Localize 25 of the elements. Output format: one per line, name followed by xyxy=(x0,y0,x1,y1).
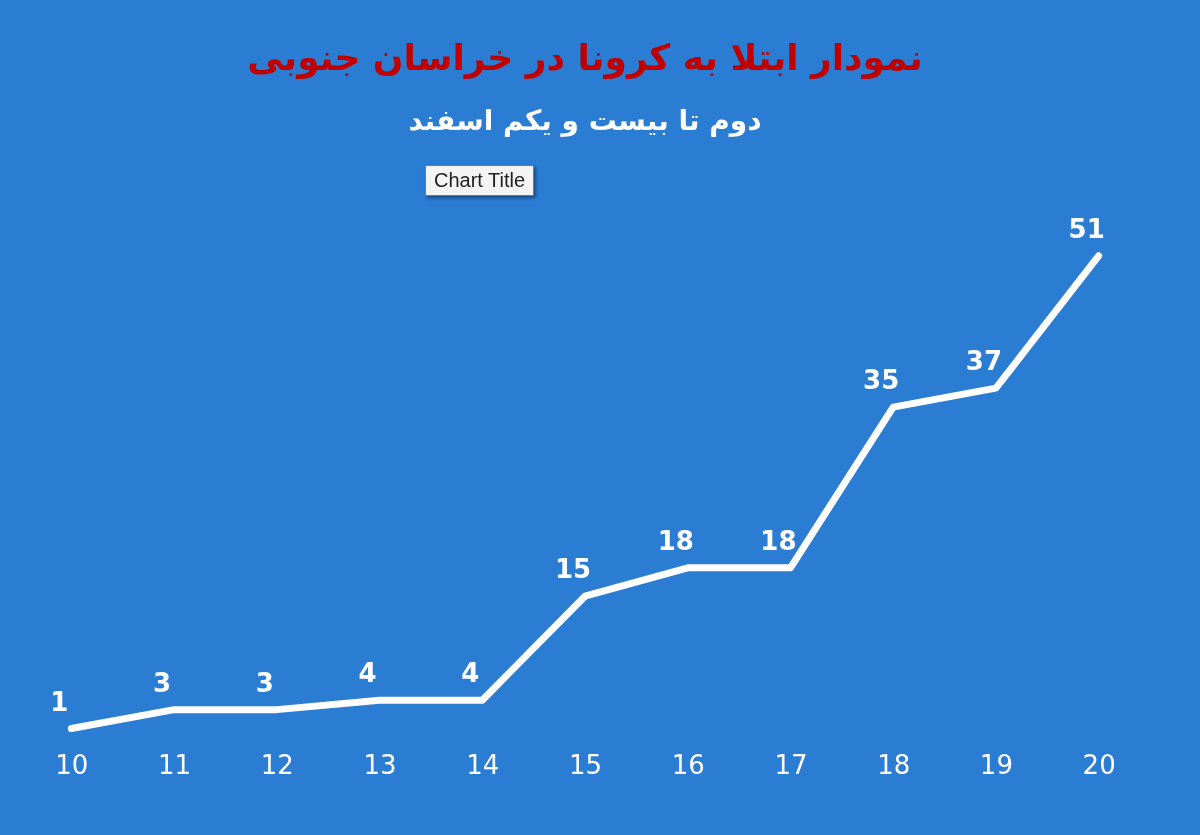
x-tick-label: 10 xyxy=(55,749,89,780)
chart-subtitle: دوم تا بیست و یکم اسفند xyxy=(408,103,762,137)
data-label: 51 xyxy=(1068,213,1105,244)
x-tick-label: 13 xyxy=(363,749,397,780)
data-label: 15 xyxy=(554,554,592,585)
data-label: 3 xyxy=(153,667,172,698)
data-label: 1 xyxy=(50,686,69,717)
x-tick-label: 17 xyxy=(774,749,808,780)
chart-title: نمودار ابتلا به کرونا در خراسان جنوبی xyxy=(247,36,923,79)
x-tick-label: 16 xyxy=(671,749,705,780)
x-tick-label: 19 xyxy=(979,749,1013,780)
x-tick-label: 12 xyxy=(260,749,294,780)
x-tick-label: 15 xyxy=(568,749,603,780)
x-tick-label: 18 xyxy=(877,749,911,780)
text: Chart Title xyxy=(425,165,535,196)
data-label: 18 xyxy=(657,525,694,556)
x-tick-label: 11 xyxy=(158,749,192,780)
data-label: 18 xyxy=(760,525,797,556)
data-label: 37 xyxy=(965,346,1002,377)
x-tick-label: 14 xyxy=(466,749,500,780)
data-label: 4 xyxy=(461,658,480,689)
data-label: 3 xyxy=(255,667,274,698)
x-tick-label: 20 xyxy=(1082,749,1116,780)
data-label: 4 xyxy=(358,658,377,689)
data-label: 35 xyxy=(863,365,900,396)
